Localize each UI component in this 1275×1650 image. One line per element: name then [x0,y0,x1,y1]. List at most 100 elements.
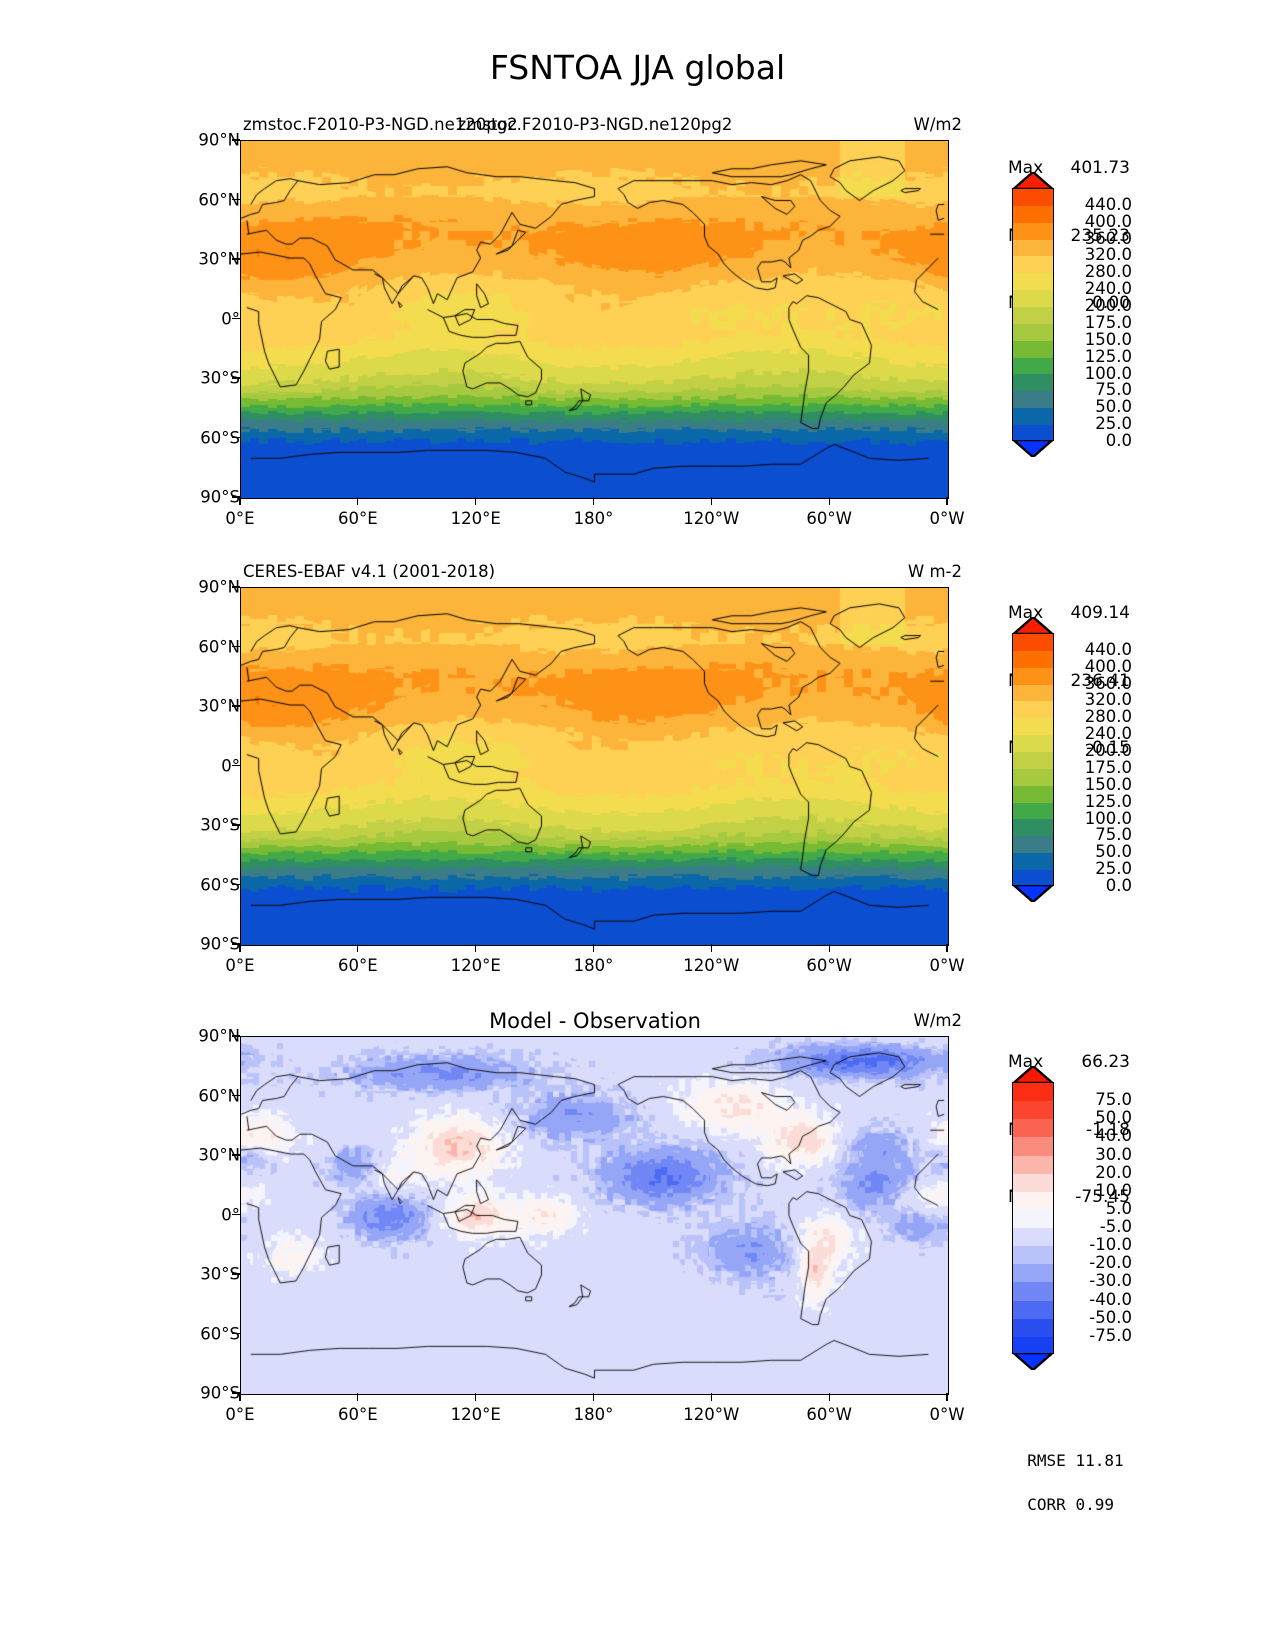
colorbar-tick-label: 320.0 [1084,690,1132,710]
colorbar-segment [1013,256,1053,274]
colorbar-extend-top [1010,170,1056,191]
xtick-mark [710,1393,712,1401]
colorbar-tick-label: -5.0 [1099,1216,1132,1236]
colorbar-tick-label: -75.0 [1089,1325,1132,1345]
colorbar-segment [1013,1083,1053,1102]
ytick-mark [232,317,240,320]
colorbar-tick-label: -20.0 [1089,1253,1132,1273]
colorbar-tick-label: 150.0 [1084,329,1132,349]
ytick-mark [232,496,240,498]
colorbar-model[interactable]: 440.0 400.0 360.0 320.0 280.0 240.0 200.0 175.0… [1010,170,1132,468]
colorbar-tick-label: 200.0 [1084,295,1132,315]
colorbar-segment [1013,222,1053,240]
map-model-canvas [241,141,948,498]
colorbar-tick-label: 320.0 [1084,245,1132,265]
colorbar-segment [1013,205,1053,223]
panel-observation-label: CERES-EBAF v4.1 (2001-2018) [243,562,496,581]
colorbar-tick-label: 25.0 [1095,413,1132,433]
xtick-label-difference: 60°E [337,1405,378,1424]
xtick-label-difference: 120°W [683,1405,740,1424]
panel-model-label-overlay: zmstoc.F2010-P3-NGD.ne120pg2 [457,115,733,134]
colorbar-tick-label: 240.0 [1084,723,1132,743]
xtick-label-observation: 120°W [683,956,740,975]
figure-title: FSNTOA JJA global [489,48,786,87]
colorbar-segment [1013,189,1053,206]
colorbar-segment [1013,307,1053,324]
colorbar-tick-label: 50.0 [1095,1108,1132,1128]
colorbar-segment [1013,1300,1053,1319]
colorbar-tick-label: 25.0 [1095,858,1132,878]
stats-observation-max: 409.14 [1070,603,1130,623]
xtick-mark [710,944,712,952]
xtick-mark [475,1393,477,1401]
ytick-mark [232,943,240,945]
ytick-label-observation: 30°N [198,696,240,716]
colorbar-tick-labels: 440.0 400.0 360.0 320.0 280.0 240.0 200.0 175.0… [1062,633,1142,893]
colorbar-extend-bottom [1010,883,1056,904]
xtick-label-observation: 0°W [929,956,965,975]
xtick-label-difference: 0°W [929,1405,965,1424]
colorbar-tick-label: 5.0 [1105,1198,1132,1218]
colorbar-segment [1013,1318,1053,1337]
ytick-label-difference: 30°S [200,1264,240,1284]
panel-model: zmstoc.F2010-P3-NGD.ne120pg2 zmstoc.F201… [198,115,964,528]
stats-difference-max: 66.23 [1081,1052,1130,1072]
colorbar-segment [1013,718,1053,736]
colorbar-segment [1013,853,1053,871]
colorbar-segment [1013,273,1053,291]
colorbar-segment [1013,239,1053,257]
colorbar-segment [1013,684,1053,702]
colorbar-tick-label: 440.0 [1084,194,1132,214]
colorbar-segment [1013,1173,1053,1192]
ytick-label-model: 30°N [198,249,240,269]
ytick-label-model: 90°S [200,487,240,507]
colorbar-body[interactable] [1012,633,1054,886]
colorbar-segment [1013,374,1053,392]
xtick-label-model: 60°W [806,509,852,528]
xtick-label-difference: 180° [573,1405,614,1424]
xtick-mark [239,944,241,952]
ytick-mark [232,198,240,201]
colorbar-tick-label: 440.0 [1084,639,1132,659]
colorbar-body[interactable] [1012,188,1054,441]
colorbar-tick-label: 400.0 [1084,656,1132,676]
colorbar-segment [1013,785,1053,803]
colorbar-tick-label: 10.0 [1095,1180,1132,1200]
colorbar-difference[interactable]: 75.0 50.0 40.0 30.0 20.0 10.0 5.0 -5.0 -10.0 -20.… [1010,1064,1132,1402]
colorbar-body[interactable] [1012,1082,1054,1354]
ytick-mark [232,1392,240,1394]
xtick-mark [239,1393,241,1401]
map-observation[interactable] [240,587,949,946]
colorbar-tick-label: -40.0 [1089,1289,1132,1309]
xtick-mark [475,497,477,505]
xtick-mark [592,497,595,505]
stats-difference-mean: -1.18 [1086,1119,1130,1140]
colorbar-segment [1013,323,1053,341]
colorbar-segment [1013,1282,1053,1301]
xtick-label-model: 180° [573,509,614,528]
colorbar-segment [1013,768,1053,786]
xtick-label-observation: 120°E [450,956,501,975]
panel-difference: Model - Observation W/m2 90°N 60°N 30°N 0° 3… [198,1009,964,1424]
stats-observation-min: -0.15 [1086,738,1130,758]
colorbar-observation[interactable]: 440.0 400.0 360.0 320.0 280.0 240.0 200.0 175.0… [1010,615,1132,913]
ytick-label-observation: 30°S [200,815,240,835]
colorbar-tick-label: 75.0 [1095,825,1132,845]
colorbar-tick-label: -10.0 [1089,1234,1132,1254]
colorbar-segment [1013,340,1053,358]
colorbar-segment [1013,870,1053,885]
stats-observation-mean: 236.41 [1070,670,1130,691]
ytick-mark [232,1094,240,1097]
rmse-value: 11.81 [1075,1451,1124,1470]
colorbar-tick-label: 280.0 [1084,262,1132,282]
ytick-label-observation: 0° [221,756,240,775]
map-difference[interactable] [240,1036,949,1395]
xtick-mark [357,944,359,952]
corr-value: 0.99 [1075,1495,1114,1514]
ytick-mark [232,824,240,826]
ytick-mark [232,1332,240,1335]
ytick-label-model: 30°S [200,368,240,388]
map-model[interactable] [240,140,949,499]
colorbar-tick-label: 100.0 [1084,808,1132,828]
colorbar-tick-label: 360.0 [1084,673,1132,693]
